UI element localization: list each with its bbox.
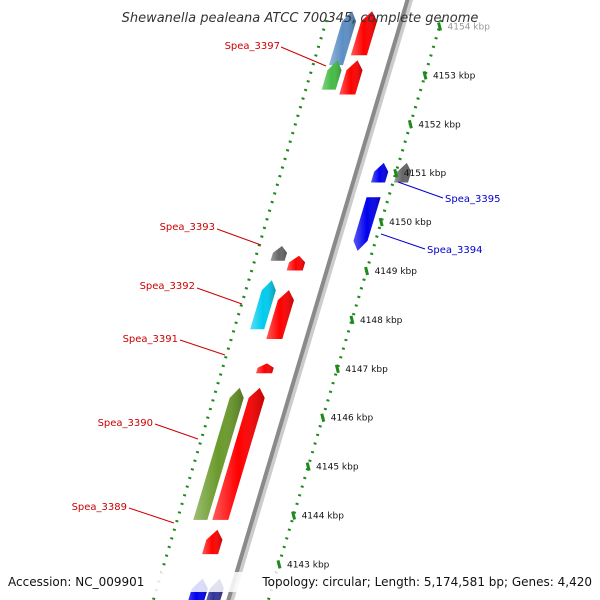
feature-red-top-2-shading xyxy=(339,60,363,95)
gene-label-spea-3395[interactable]: Spea_3395 xyxy=(445,194,500,205)
gene-label-group: Spea_3397 Spea_3395 Spea_3394 Spea_3393 … xyxy=(72,41,500,524)
kbp-tick-mark xyxy=(378,217,384,227)
kbp-tick-label: 4150 kbp xyxy=(389,218,432,228)
feature-steelblue-top-shading xyxy=(329,11,357,66)
gene-label-spea-3397[interactable]: Spea_3397 xyxy=(225,41,280,52)
gene-label-spea-3394[interactable]: Spea_3394 xyxy=(427,245,482,256)
kbp-tick-mark xyxy=(276,560,282,569)
left-dotted-ring xyxy=(151,19,328,600)
kbp-tick-mark xyxy=(407,119,413,129)
leader-line-spea-3395 xyxy=(397,181,444,199)
feature-olive-3390-shading xyxy=(193,387,244,520)
kbp-tick-label: 4147 kbp xyxy=(345,365,388,375)
leader-line-spea-3390 xyxy=(154,423,199,440)
kbp-tick-label: 4143 kbp xyxy=(287,560,330,570)
kbp-tick-mark xyxy=(349,315,355,325)
kbp-tick-mark xyxy=(437,22,443,31)
leader-line-spea-3389 xyxy=(128,507,175,524)
kbp-tick-mark xyxy=(422,71,428,80)
kbp-ticks: 4154 kbp 4153 kbp 4152 kbp 4151 kbp 4150 kbp… xyxy=(276,22,491,570)
gene-label-spea-3391[interactable]: Spea_3391 xyxy=(123,334,178,345)
footer-backdrop xyxy=(0,572,600,592)
feature-gray-3393-shading xyxy=(270,246,287,261)
feature-red-top-1-shading xyxy=(350,11,378,56)
feature-red-3391-shading xyxy=(256,363,274,374)
leader-line-spea-3397 xyxy=(280,46,327,67)
genome-title: Shewanella pealeana ATCC 700345, complet… xyxy=(122,11,479,26)
leader-line-spea-3392 xyxy=(196,287,243,305)
gene-label-spea-3390[interactable]: Spea_3390 xyxy=(98,418,153,429)
feature-gray-3395-shading xyxy=(394,162,412,183)
feature-green-top-shading xyxy=(321,60,342,90)
feature-blue-3396-shading xyxy=(371,162,389,183)
feature-red-3392-shading xyxy=(266,290,294,339)
gene-label-spea-3393[interactable]: Spea_3393 xyxy=(160,222,215,233)
kbp-tick-label: 4145 kbp xyxy=(316,463,359,473)
kbp-tick-mark xyxy=(334,364,340,374)
kbp-tick-label: 4152 kbp xyxy=(418,120,461,130)
leader-line-spea-3393 xyxy=(216,228,262,246)
kbp-tick-label: 4154 kbp xyxy=(448,23,491,33)
kbp-tick-mark xyxy=(393,168,399,178)
leader-line-spea-3391 xyxy=(179,339,226,356)
feature-red-3393-shading xyxy=(286,255,306,271)
kbp-tick-mark xyxy=(305,462,311,471)
feature-red-3389-shading xyxy=(202,529,223,555)
feature-red-3390-shading xyxy=(212,387,265,520)
kbp-tick-label: 4151 kbp xyxy=(404,169,447,179)
genome-backbone xyxy=(226,0,410,600)
kbp-tick-mark xyxy=(320,413,326,423)
kbp-tick-label: 4148 kbp xyxy=(360,316,403,326)
gene-label-spea-3389[interactable]: Spea_3389 xyxy=(72,502,127,513)
kbp-tick-label: 4149 kbp xyxy=(375,267,418,277)
kbp-tick-label: 4144 kbp xyxy=(302,512,345,522)
feature-cyan-3392-shading xyxy=(250,280,276,330)
leader-line-spea-3394 xyxy=(380,233,426,250)
kbp-tick-label: 4146 kbp xyxy=(331,414,374,424)
gene-label-spea-3392[interactable]: Spea_3392 xyxy=(140,281,195,292)
feature-blue-3394-shading xyxy=(353,197,381,251)
accession-text: Accession: NC_009901 xyxy=(8,575,144,589)
kbp-tick-mark xyxy=(364,266,370,276)
kbp-tick-label: 4153 kbp xyxy=(433,71,476,81)
topology-text: Topology: circular; Length: 5,174,581 bp… xyxy=(261,575,592,589)
kbp-tick-mark xyxy=(291,511,297,520)
